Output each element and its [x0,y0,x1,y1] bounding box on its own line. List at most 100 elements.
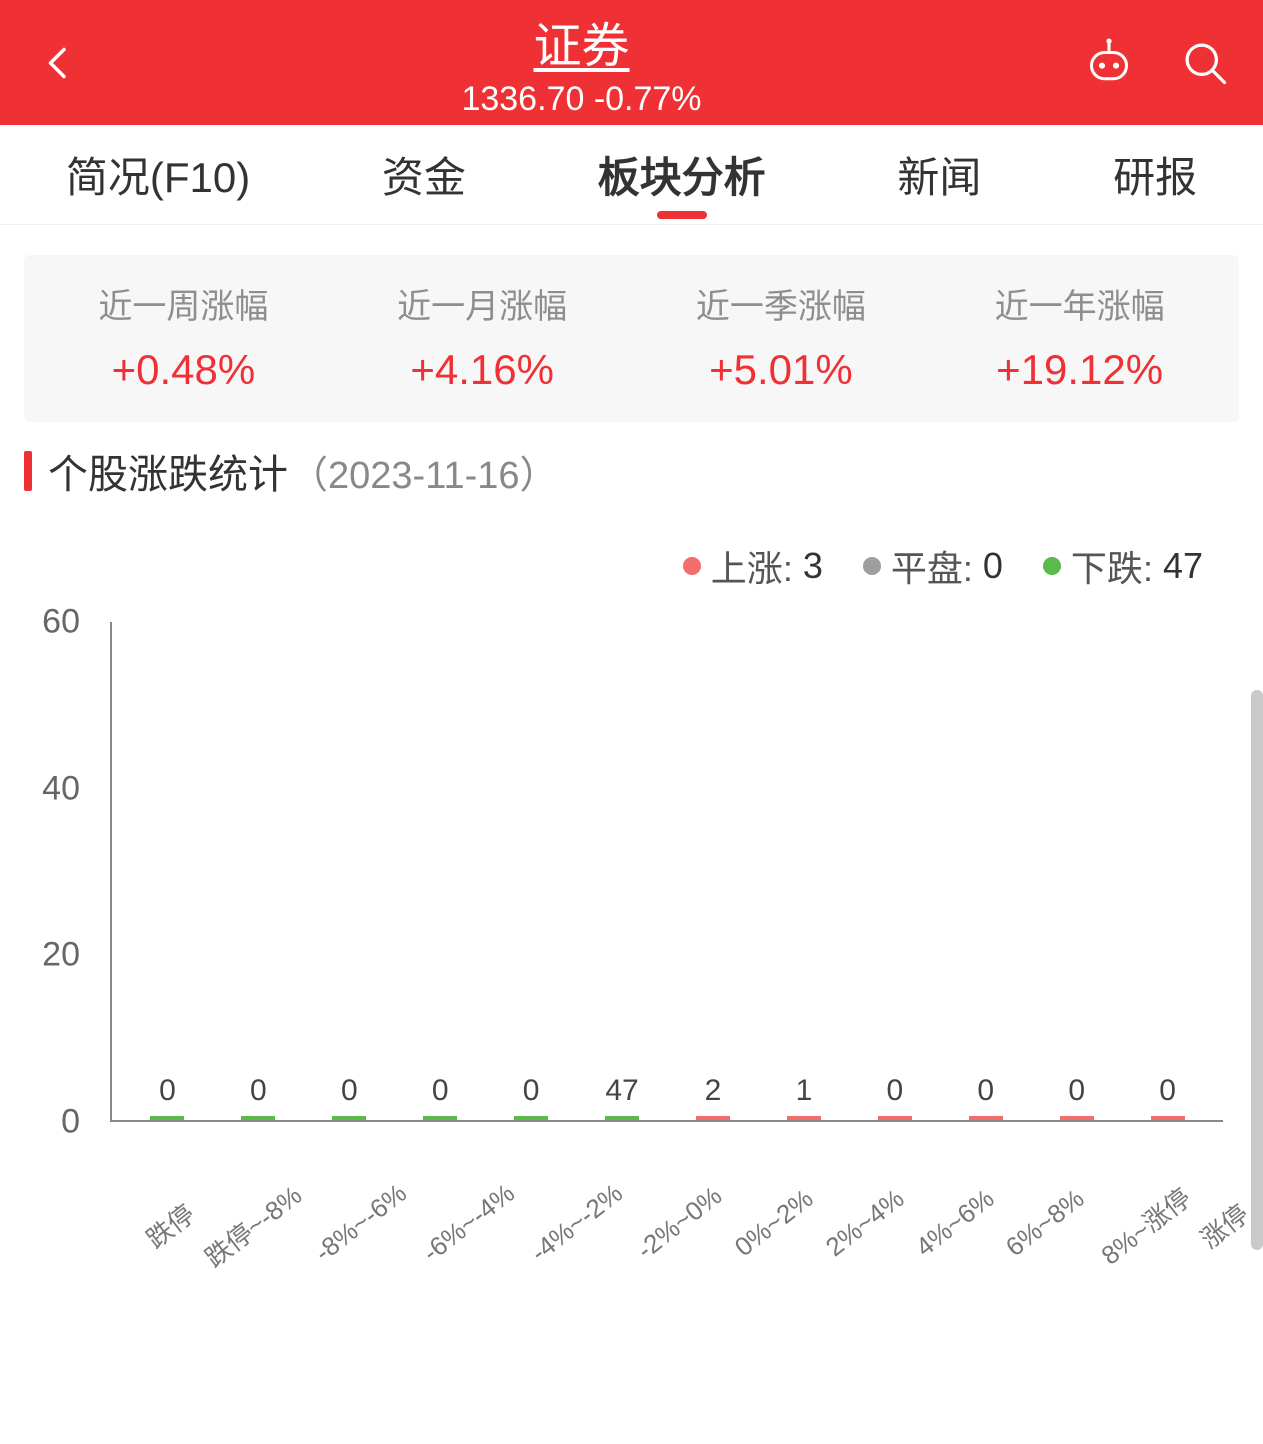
legend-flat[interactable]: 平盘: 0 [863,540,1003,592]
legend-label: 下跌: [1071,540,1153,592]
y-tick-label: 0 [61,1103,80,1142]
period-stats-card: 近一周涨幅 +0.48% 近一月涨幅 +4.16% 近一季涨幅 +5.01% 近… [24,255,1239,422]
legend-value: 47 [1163,545,1203,587]
bar-value-label: 0 [341,1074,358,1108]
chevron-left-icon [40,45,76,81]
bar-rect [423,1116,457,1120]
bar-column[interactable]: 0 [122,1076,213,1120]
bar-column[interactable]: 0 [304,1076,395,1120]
back-button[interactable] [30,35,86,91]
bar-column[interactable]: 0 [1031,1076,1122,1120]
header-title-block[interactable]: 证券 1336.70 -0.77% [150,6,1013,119]
bar-value-label: 47 [605,1074,638,1108]
period-year[interactable]: 近一年涨幅 +19.12% [930,279,1229,394]
section-date: （2023-11-16） [290,444,558,499]
bar-column[interactable]: 0 [940,1076,1031,1120]
bar-rect [969,1116,1003,1120]
period-value: +0.48% [34,346,333,394]
period-label: 近一月涨幅 [333,279,632,328]
x-tick-label: 跌停~-8% [184,1160,308,1275]
bar-rect [696,1116,730,1120]
period-value: +5.01% [632,346,931,394]
tab-overview[interactable]: 简况(F10) [56,124,260,225]
header-title: 证券 [150,6,1013,76]
bar-column[interactable]: 0 [1122,1076,1213,1120]
bar-column[interactable]: 1 [758,1076,849,1120]
bar-value-label: 1 [796,1074,813,1108]
period-value: +19.12% [930,346,1229,394]
period-quarter[interactable]: 近一季涨幅 +5.01% [632,279,931,394]
legend-up[interactable]: 上涨: 3 [683,540,823,592]
legend-label: 上涨: [711,540,793,592]
header-subtitle: 1336.70 -0.77% [150,80,1013,119]
bar-value-label: 0 [523,1074,540,1108]
assistant-button[interactable] [1081,35,1137,91]
bar-rect [150,1116,184,1120]
y-tick-label: 20 [42,936,80,975]
bar-rect [787,1116,821,1120]
x-tick-label: 6%~8% [988,1167,1094,1268]
chart-legend: 上涨: 3 平盘: 0 下跌: 47 [0,510,1263,602]
search-icon [1179,37,1231,89]
bar-column[interactable]: 0 [395,1076,486,1120]
period-label: 近一周涨幅 [34,279,333,328]
period-value: +4.16% [333,346,632,394]
x-tick-label: -4%~-2% [512,1162,632,1273]
period-month[interactable]: 近一月涨幅 +4.16% [333,279,632,394]
legend-dot-icon [1043,557,1061,575]
tab-news[interactable]: 新闻 [887,124,991,225]
x-tick-label: -8%~-6% [297,1162,417,1273]
bar-rect [878,1116,912,1120]
bar-rect [1151,1116,1185,1120]
bar-value-label: 0 [1068,1074,1085,1108]
legend-down[interactable]: 下跌: 47 [1043,540,1203,592]
legend-dot-icon [683,557,701,575]
distribution-chart: 0204060 0000047210000 跌停跌停~-8%-8%~-6%-6%… [60,602,1233,1182]
bar-column[interactable]: 0 [849,1076,940,1120]
scrollbar-thumb[interactable] [1251,690,1263,1250]
bar-value-label: 0 [159,1074,176,1108]
bar-column[interactable]: 0 [213,1076,304,1120]
x-tick-label: 8%~涨停 [1080,1163,1198,1272]
tab-funds[interactable]: 资金 [372,124,476,225]
tab-bar: 简况(F10) 资金 板块分析 新闻 研报 [0,125,1263,225]
chart-bars: 0 0 0 0 0 47 2 1 0 0 0 0 [112,622,1223,1120]
section-title-text: 个股涨跌统计 [48,442,288,500]
app-header: 证券 1336.70 -0.77% [0,0,1263,125]
tab-research[interactable]: 研报 [1103,124,1207,225]
bar-value-label: 0 [977,1074,994,1108]
bar-column[interactable]: 47 [577,1076,668,1120]
header-change: -0.77% [594,80,702,118]
x-tick-label: 跌停 [126,1179,202,1256]
x-tick-label: -6%~-4% [405,1162,525,1273]
robot-icon [1081,35,1137,91]
bar-value-label: 0 [1159,1074,1176,1108]
chart-x-labels: 跌停跌停~-8%-8%~-6%-6%~-4%-4%~-2%-2%~0%0%~2%… [110,1195,1223,1252]
bar-value-label: 2 [705,1074,722,1108]
bar-value-label: 0 [250,1074,267,1108]
legend-label: 平盘: [891,540,973,592]
bar-column[interactable]: 2 [668,1076,759,1120]
section-title: 个股涨跌统计 （2023-11-16） [24,442,1239,500]
x-tick-label: 0%~2% [717,1167,823,1268]
accent-bar-icon [24,451,32,491]
bar-column[interactable]: 0 [486,1076,577,1120]
legend-value: 3 [803,545,823,587]
y-tick-label: 40 [42,769,80,808]
legend-value: 0 [983,545,1003,587]
bar-rect [241,1116,275,1120]
header-right [1013,35,1233,91]
tab-sector-analysis[interactable]: 板块分析 [588,124,776,225]
search-button[interactable] [1177,35,1233,91]
chart-y-axis: 0204060 [30,602,90,1122]
x-tick-label: 涨停 [1179,1179,1255,1256]
period-week[interactable]: 近一周涨幅 +0.48% [34,279,333,394]
legend-dot-icon [863,557,881,575]
bar-value-label: 0 [432,1074,449,1108]
bar-value-label: 0 [886,1074,903,1108]
period-label: 近一季涨幅 [632,279,931,328]
bar-rect [1060,1116,1094,1120]
x-tick-label: 2%~4% [807,1167,913,1268]
x-tick-label: 4%~6% [898,1167,1004,1268]
bar-rect [605,1116,639,1120]
